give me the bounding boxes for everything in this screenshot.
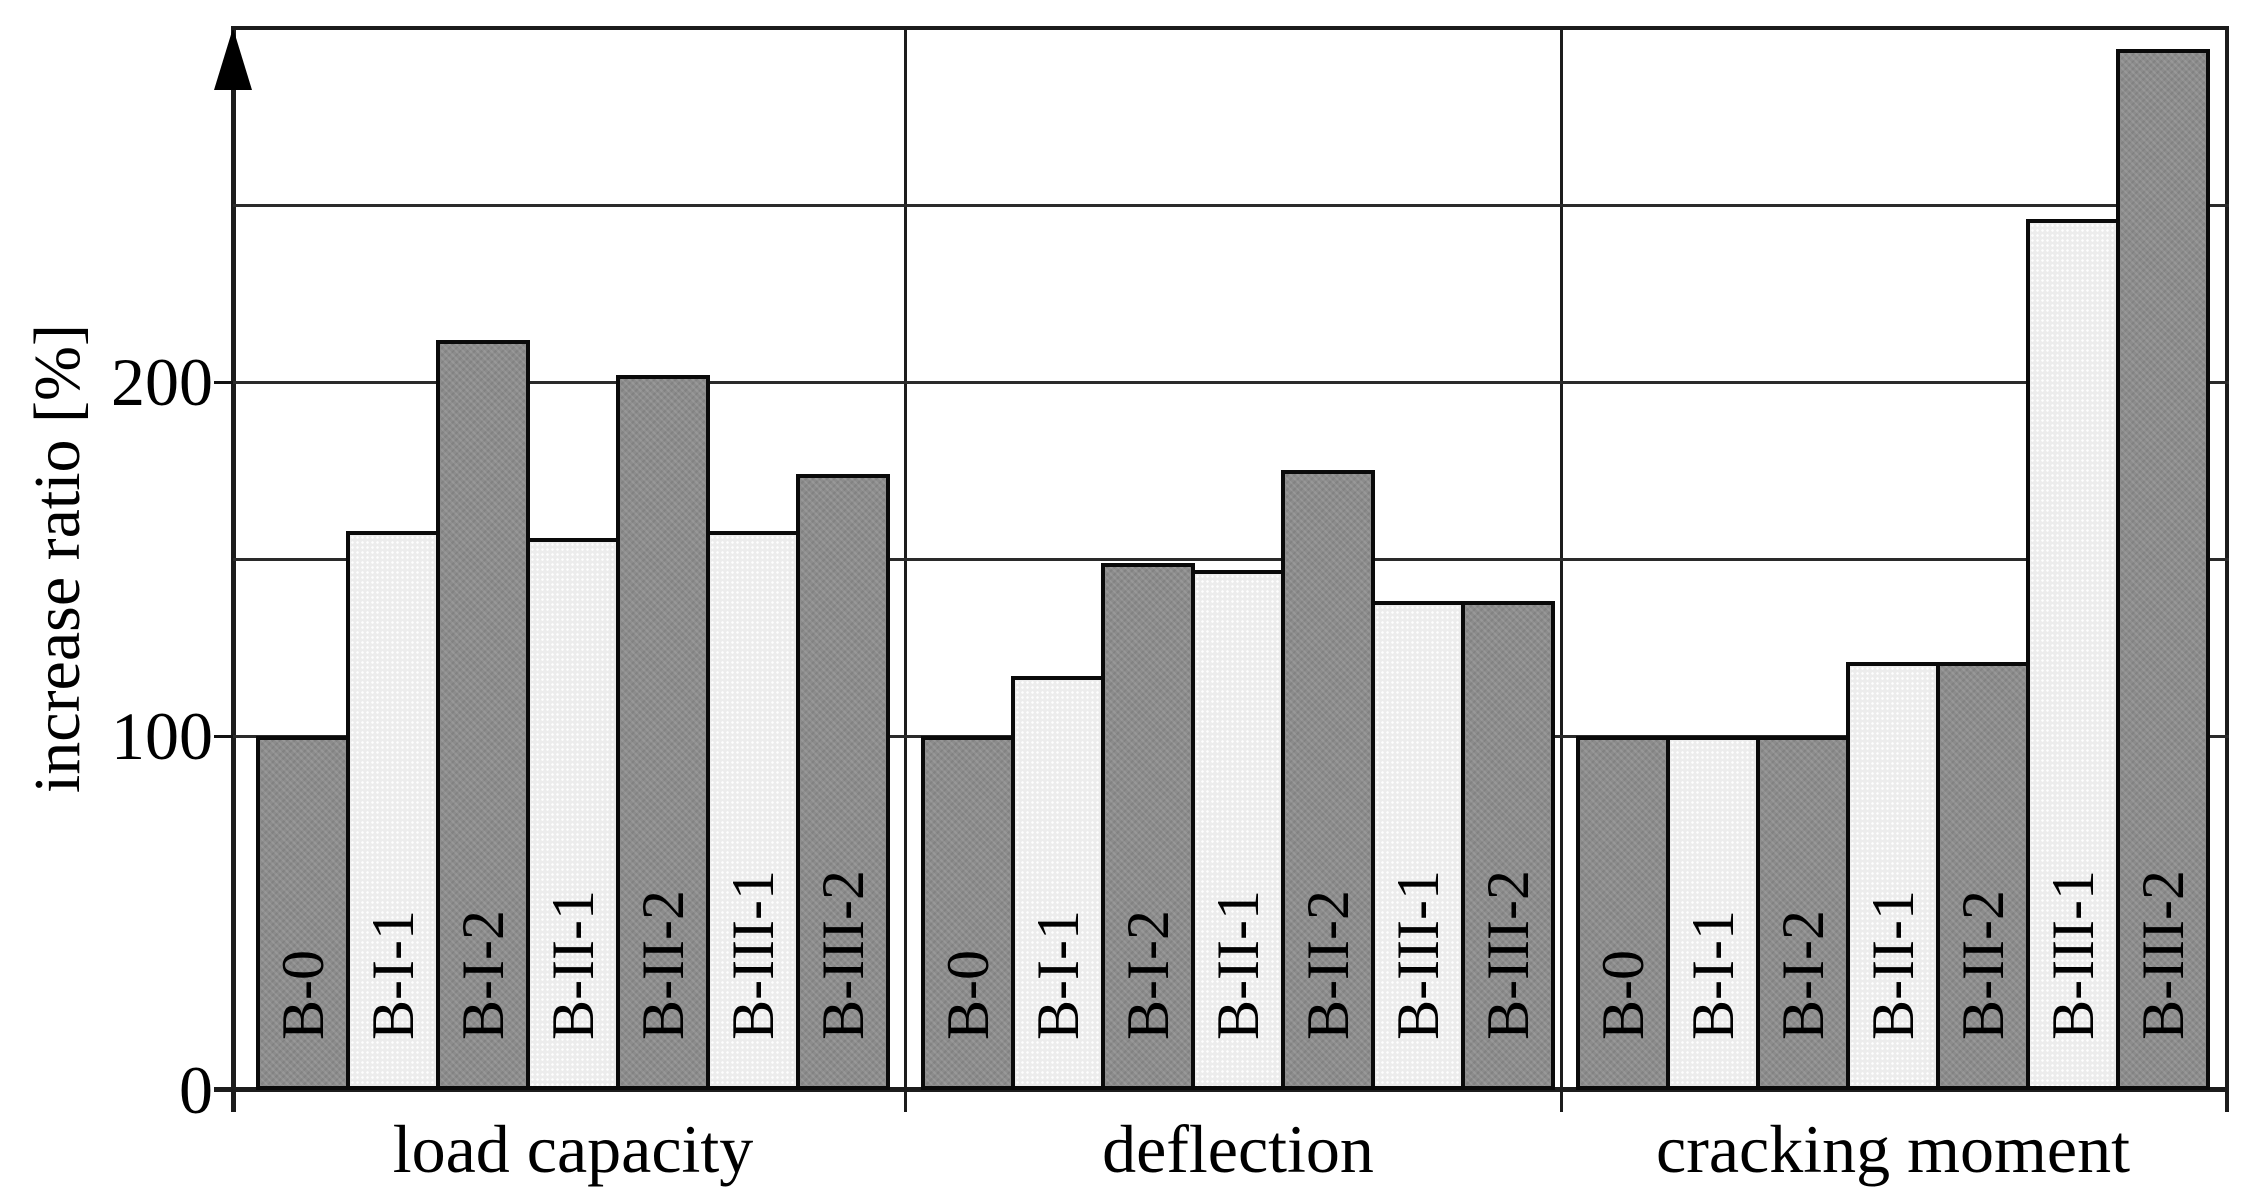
y-axis-arrow-icon (214, 28, 252, 90)
bar-b-ii-2: B-II-2 (1936, 662, 2030, 1090)
bar-label: B-II-1 (1859, 890, 1926, 1040)
bar-b-iii-1: B-III-1 (706, 531, 800, 1090)
bar-b-ii-2: B-II-2 (616, 375, 710, 1090)
bar-label: B-I-1 (1024, 910, 1091, 1040)
bar-b-ii-1: B-II-1 (1846, 662, 1940, 1090)
bar-b-i-2: B-I-2 (1756, 736, 1850, 1090)
bar-b-iii-2: B-III-2 (2116, 49, 2210, 1090)
bar-b-iii-2: B-III-2 (1461, 601, 1555, 1090)
y-axis-title-wrap: increase ratio [%] (6, 28, 110, 1090)
y-tick-label-200: 200 (111, 344, 213, 420)
bar-label: B-III-2 (809, 870, 876, 1040)
bar-label: B-II-2 (1949, 890, 2016, 1040)
bar-label: B-0 (1589, 950, 1656, 1040)
bar-label: B-I-2 (1769, 910, 1836, 1040)
bar-b-i-2: B-I-2 (436, 340, 530, 1090)
y-tick-200 (214, 381, 233, 384)
bar-b-0: B-0 (1576, 736, 1670, 1090)
bar-b-ii-1: B-II-1 (1191, 570, 1285, 1090)
bar-label: B-II-1 (1204, 890, 1271, 1040)
group-label-deflection: deflection (1102, 1111, 1374, 1187)
bar-label: B-II-2 (629, 890, 696, 1040)
group-label-cracking-moment: cracking moment (1656, 1111, 2130, 1187)
bar-label: B-III-1 (2039, 870, 2106, 1040)
bar-b-ii-1: B-II-1 (526, 538, 620, 1090)
bar-b-0: B-0 (921, 736, 1015, 1090)
group-label-load-capacity: load capacity (392, 1111, 754, 1187)
bar-label: B-III-2 (1474, 870, 1541, 1040)
bar-label: B-III-2 (2129, 870, 2196, 1040)
group-divider-2 (1560, 28, 1563, 1112)
bar-label: B-III-1 (1384, 870, 1451, 1040)
bar-b-iii-1: B-III-1 (2026, 219, 2120, 1090)
plot-frame-right (2225, 26, 2229, 1112)
gridline-250 (233, 204, 2229, 207)
bar-label: B-II-1 (539, 890, 606, 1040)
bar-label: B-0 (934, 950, 1001, 1040)
bar-b-iii-2: B-III-2 (796, 474, 890, 1090)
bar-b-0: B-0 (256, 736, 350, 1090)
bar-b-i-1: B-I-1 (1011, 676, 1105, 1090)
y-tick-label-100: 100 (111, 698, 213, 774)
y-axis-line (231, 30, 236, 1112)
bar-b-i-1: B-I-1 (346, 531, 440, 1090)
bar-label: B-I-2 (1114, 910, 1181, 1040)
gridline-150 (233, 558, 2229, 561)
bar-b-ii-2: B-II-2 (1281, 470, 1375, 1090)
bar-label: B-II-2 (1294, 890, 1361, 1040)
bar-label: B-I-2 (449, 910, 516, 1040)
bar-label: B-0 (269, 950, 336, 1040)
y-tick-100 (214, 735, 233, 738)
group-divider-1 (904, 28, 907, 1112)
bar-b-i-2: B-I-2 (1101, 563, 1195, 1090)
bar-b-iii-1: B-III-1 (1371, 601, 1465, 1090)
bar-b-i-1: B-I-1 (1666, 736, 1760, 1090)
gridline-200 (233, 381, 2229, 384)
bar-label: B-I-1 (1679, 910, 1746, 1040)
y-tick-label-0: 0 (179, 1052, 213, 1128)
bar-label: B-III-1 (719, 870, 786, 1040)
bar-label: B-I-1 (359, 910, 426, 1040)
plot-frame-top (231, 26, 2229, 30)
